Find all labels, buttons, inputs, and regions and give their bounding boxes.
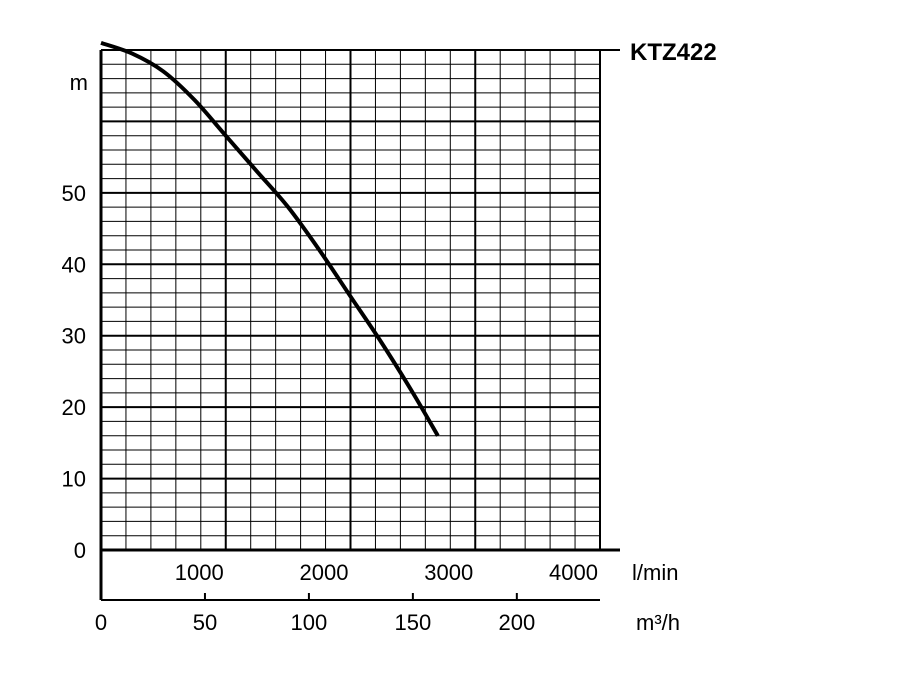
pump-curve-line	[100, 40, 440, 437]
y-tick-label: 20	[62, 395, 86, 420]
x-tick-label-secondary: 50	[193, 610, 217, 635]
y-tick-label: 40	[62, 252, 86, 277]
labels-layer: 0 10 20 30 40 50 1000 2000 3000 4000 0 50 100 150 200	[62, 181, 598, 635]
x-axis-label-secondary: m³/h	[636, 610, 680, 635]
plot-frame	[99, 49, 620, 601]
x-tick-label-primary: 1000	[175, 560, 224, 585]
y-tick-label: 30	[62, 324, 86, 349]
x-axis-label-primary: l/min	[632, 560, 678, 585]
x-tick-label-primary: 2000	[300, 560, 349, 585]
curve-layer	[100, 40, 440, 437]
chart-title: KTZ422	[630, 39, 717, 66]
x-tick-label-secondary: 150	[395, 610, 432, 635]
x-tick-label-secondary: 100	[291, 610, 328, 635]
x-tick-label-secondary: 200	[498, 610, 535, 635]
y-tick-label: 0	[74, 538, 86, 563]
x-tick-label-primary: 3000	[424, 560, 473, 585]
x-tick-label-secondary: 0	[95, 610, 107, 635]
x-tick-label-primary: 4000	[549, 560, 598, 585]
y-axis-label: m	[70, 70, 88, 95]
y-tick-label: 50	[62, 181, 86, 206]
y-tick-label: 10	[62, 467, 86, 492]
